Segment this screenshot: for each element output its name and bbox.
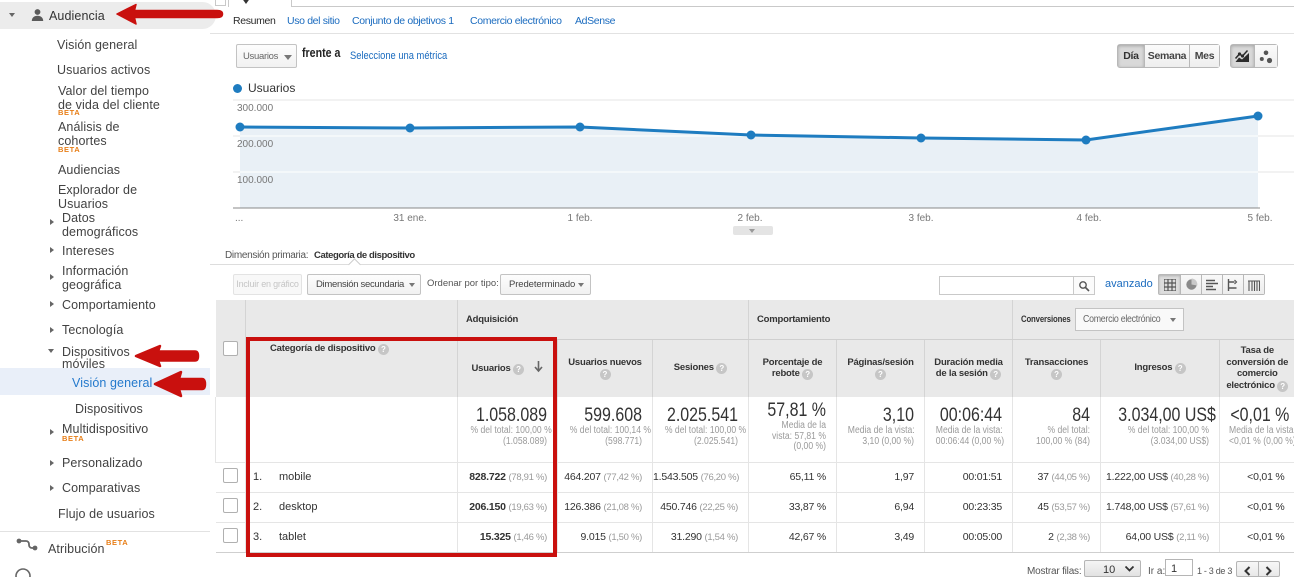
- svg-text:300.000: 300.000: [237, 103, 274, 114]
- svg-text:200.000: 200.000: [237, 139, 274, 150]
- svg-text:100.000: 100.000: [237, 175, 274, 186]
